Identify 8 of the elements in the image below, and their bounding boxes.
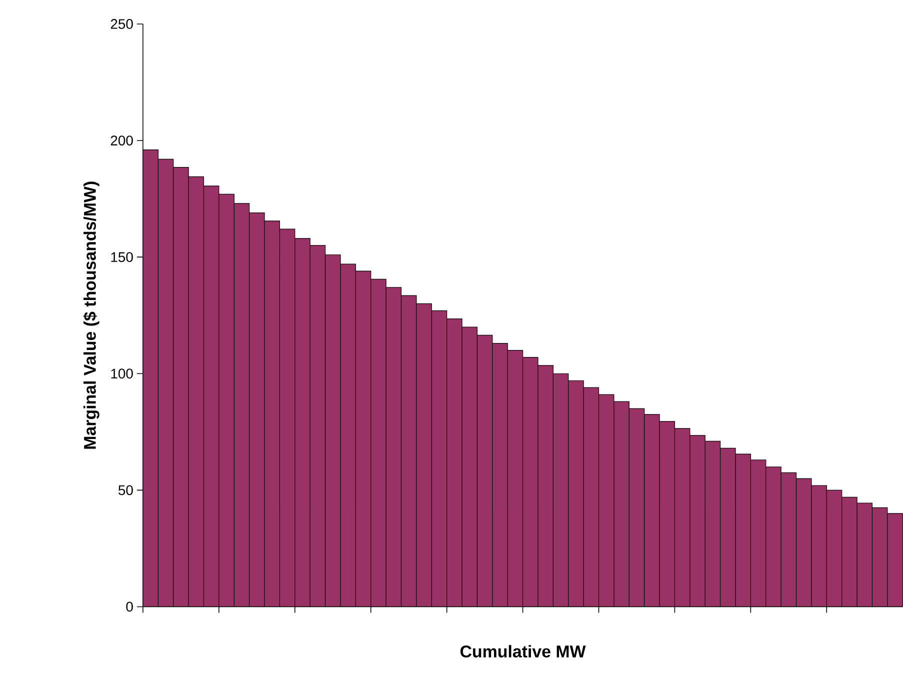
y-tick-label: 250 xyxy=(110,19,133,30)
y-tick-label: 0 xyxy=(126,602,133,612)
y-tick-label: 200 xyxy=(110,136,133,146)
y-tick-label: 100 xyxy=(111,368,133,379)
y-tick-label: 150 xyxy=(111,252,133,262)
y-axis-title: Marginal Value ($ thousands/MW) xyxy=(83,182,100,449)
y-tick-label: 50 xyxy=(118,485,133,496)
x-axis-title: Cumulative MW xyxy=(460,645,586,658)
